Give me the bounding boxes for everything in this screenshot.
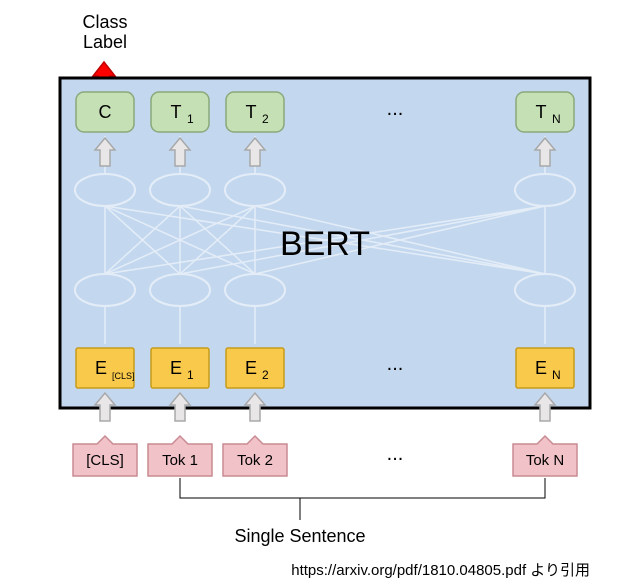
diagram-canvas: ClassLabelBERTCT1T2TN...E[CLS]E1E2EN...[… (0, 0, 628, 585)
svg-text:C: C (99, 102, 112, 122)
output-ellipsis: ... (387, 98, 404, 120)
svg-text:T: T (171, 102, 182, 122)
citation-text: https://arxiv.org/pdf/1810.04805.pdf より引… (291, 562, 590, 579)
svg-text:T: T (246, 102, 257, 122)
svg-text:E: E (95, 358, 107, 378)
class-arrow-icon (93, 62, 115, 78)
token-label: Tok N (526, 452, 564, 469)
svg-text:N: N (552, 112, 561, 126)
svg-text:E: E (245, 358, 257, 378)
svg-text:1: 1 (187, 112, 194, 126)
token-label: Tok 2 (237, 452, 273, 469)
svg-text:2: 2 (262, 368, 269, 382)
sentence-label: Single Sentence (234, 526, 365, 546)
svg-text:2: 2 (262, 112, 269, 126)
output-box-label: C (99, 102, 112, 122)
svg-text:T: T (536, 102, 547, 122)
sentence-bracket (180, 478, 545, 520)
token-label: Tok 1 (162, 452, 198, 469)
class-label: Class (82, 12, 127, 32)
token-label: [CLS] (86, 452, 124, 469)
svg-text:[CLS]: [CLS] (112, 371, 135, 381)
bert-label: BERT (280, 225, 370, 263)
svg-text:N: N (552, 368, 561, 382)
embed-ellipsis: ... (387, 353, 404, 375)
svg-text:E: E (170, 358, 182, 378)
svg-text:1: 1 (187, 368, 194, 382)
class-label: Label (83, 32, 127, 52)
token-ellipsis: ... (387, 443, 404, 465)
svg-text:E: E (535, 358, 547, 378)
